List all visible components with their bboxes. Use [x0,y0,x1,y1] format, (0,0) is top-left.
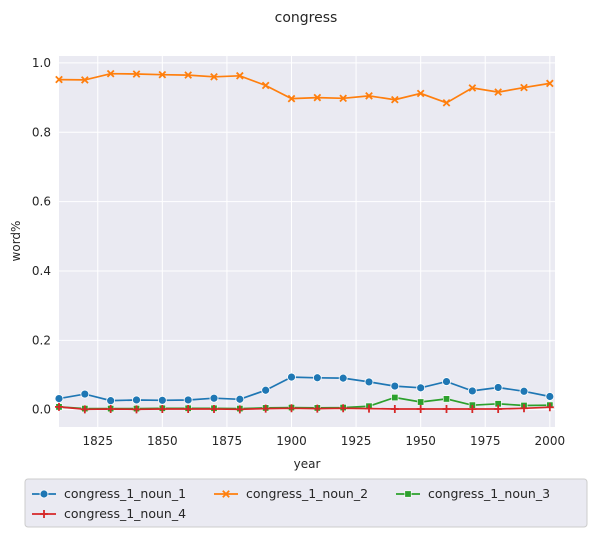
series-line-congress_1_noun_4 [58,406,550,411]
data-point [468,84,477,92]
data-point [338,373,348,383]
data-point [364,377,374,387]
data-point [184,404,193,413]
data-point [287,372,296,382]
data-point [390,95,399,104]
legend-entry: congress_1_noun_3 [428,486,550,501]
data-point [519,386,529,396]
data-point [339,404,348,413]
data-point [106,69,115,78]
data-point [494,404,503,413]
y-axis-label: word% [9,221,23,262]
plot-area [59,56,555,427]
data-point [416,89,425,98]
data-point [132,70,141,78]
x-tick-label: 1850 [147,434,178,448]
x-tick-label: 1925 [341,434,372,448]
x-tick-label: 2000 [535,434,566,448]
grid [59,56,555,427]
data-point [313,404,322,413]
data-point [235,394,245,404]
data-point [312,373,322,383]
data-point [442,98,451,107]
legend-entry: congress_1_noun_1 [64,486,186,501]
legend: congress_1_noun_1 congress_1_noun_2 congre… [32,486,550,521]
data-point [261,404,270,413]
data-point [235,71,244,80]
y-tick-label: 0.4 [32,264,51,278]
data-point [417,398,425,406]
data-point [55,402,63,411]
data-point [442,395,450,403]
data-point [287,94,296,103]
data-point [365,92,373,100]
legend-entry: congress_1_noun_2 [246,486,368,501]
legend-marker [40,510,48,518]
series-group [54,69,555,414]
data-point [80,405,89,414]
data-point [390,381,400,391]
data-point [55,75,63,84]
data-point [365,404,373,413]
data-point [80,76,89,84]
x-tick-label: 1875 [212,434,243,448]
data-point [158,70,167,79]
data-point [261,385,271,395]
legend-entry: congress_1_noun_4 [64,506,186,521]
data-point [106,396,116,406]
data-point [183,395,193,405]
y-tick-label: 0.0 [32,403,51,417]
data-point [520,83,528,92]
data-point [132,395,141,405]
data-point [158,404,167,413]
chart-title: congress [275,10,338,26]
data-point [545,392,555,401]
legend-marker [39,489,49,499]
data-point [235,405,244,414]
x-axis-label: year [294,457,321,471]
y-tick-label: 0.8 [32,125,51,139]
data-point [261,81,270,90]
data-point [80,389,90,399]
data-point [390,404,399,413]
data-point [210,404,218,413]
data-point [545,79,554,88]
data-point [468,404,477,413]
data-point [442,377,451,386]
data-point [520,404,528,413]
y-tick-label: 1.0 [32,56,51,70]
data-point [184,71,193,79]
data-point [132,405,141,414]
data-point [416,383,426,393]
data-point [210,72,218,81]
data-point [442,404,451,413]
data-point [209,393,219,403]
data-point [391,394,399,402]
data-point [467,386,477,396]
x-tick-label: 1975 [470,434,501,448]
x-tick-label: 1950 [405,434,436,448]
data-point [339,94,348,103]
data-point [106,404,115,413]
x-tick-label: 1900 [276,434,307,448]
y-axis: 0.0 0.2 0.4 0.6 0.8 1.0 [32,56,51,417]
x-tick-label: 1825 [82,434,113,448]
y-tick-label: 0.2 [32,333,51,347]
data-point [157,395,167,405]
data-point [416,404,425,413]
data-point [54,394,64,403]
x-axis: 1825 1850 1875 1900 1925 1950 1975 2000 [82,434,565,448]
legend-marker [404,490,412,498]
data-point [545,403,554,412]
data-point [313,93,322,102]
data-point [493,383,503,392]
y-tick-label: 0.6 [32,195,51,209]
legend-box [24,478,588,528]
data-point [494,88,503,96]
legend-marker [222,490,230,498]
series-line-congress_1_noun_2 [58,72,550,104]
data-point [287,404,296,413]
